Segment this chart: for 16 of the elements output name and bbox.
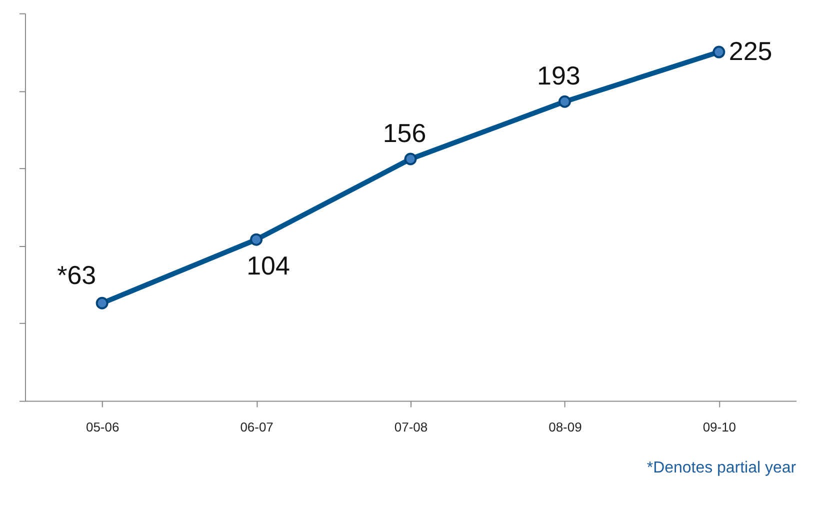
x-tick-label: 06-07 [240, 419, 274, 434]
x-tick-label: 05-06 [86, 419, 120, 434]
x-tick-label: 07-08 [394, 419, 428, 434]
x-tick-label: 09-10 [702, 419, 736, 434]
text: *Denotes partial year [646, 460, 797, 477]
point [96, 296, 108, 310]
data-label: *63 [57, 260, 96, 290]
point [558, 95, 571, 108]
point [250, 233, 263, 246]
data-label: 156 [382, 118, 426, 148]
point [404, 152, 417, 166]
data-label: 104 [246, 250, 290, 281]
x-tick-label: 08-09 [548, 419, 582, 434]
data-label: 225 [728, 36, 772, 66]
point [712, 46, 726, 58]
data-label: 193 [537, 60, 580, 91]
